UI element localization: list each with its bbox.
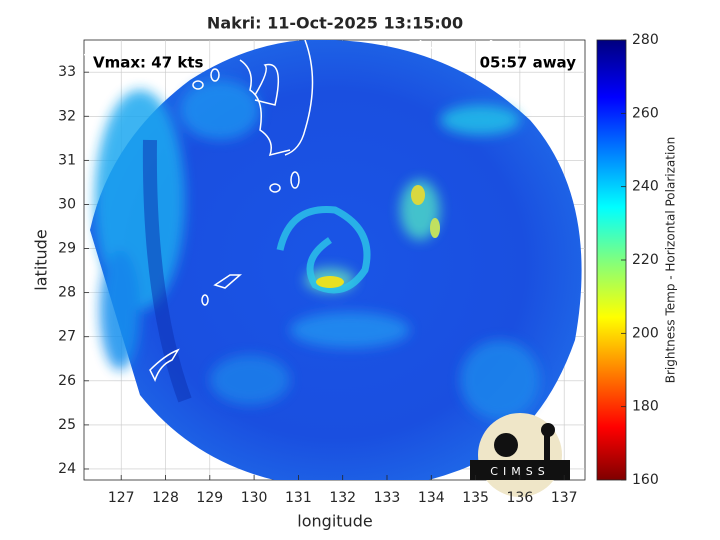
colorbar-tick-label: 160 [632,472,659,488]
cimss-logo: CIMSS [470,413,570,497]
x-tick-label: 133 [374,490,401,506]
x-tick-label: 134 [418,490,445,506]
x-tick-label: 127 [108,490,135,506]
colorbar-tick-label: 260 [632,105,659,121]
x-tick-label: 132 [329,490,356,506]
y-tick-label: 24 [58,461,76,477]
y-tick-label: 30 [58,196,76,212]
colorbar-tick-label: 240 [632,179,659,195]
y-tick-label: 26 [58,373,76,389]
x-tick-label: 136 [507,490,534,506]
y-tick-label: 27 [58,329,76,345]
colorbar-tick-label: 200 [632,325,659,341]
y-tick-label: 33 [58,64,76,80]
colorbar-label: Brightness Temp - Horizontal Polarizatio… [664,137,678,384]
colorbar-tick-label: 220 [632,252,659,268]
y-tick-label: 32 [58,108,76,124]
y-axis-label: latitude [32,229,51,290]
y-tick-label: 29 [58,241,76,257]
x-tick-label: 129 [196,490,223,506]
x-tick-label: 131 [285,490,312,506]
x-axis-label: longitude [297,512,372,531]
x-tick-label: 130 [241,490,268,506]
x-tick-label: 128 [152,490,179,506]
vmax-label: Vmax: 47 kts [93,54,203,72]
colorbar-tick-label: 180 [632,399,659,415]
colorbar-tick-label: 280 [632,32,659,48]
x-tick-label: 135 [462,490,489,506]
title: Nakri: 11-Oct-2025 13:15:00 [207,14,463,33]
logo-text: CIMSS [490,465,549,478]
y-tick-label: 28 [58,285,76,301]
x-tick-label: 137 [551,490,578,506]
time-away-label: 05:57 away [480,54,577,72]
y-tick-label: 25 [58,417,76,433]
y-tick-label: 31 [58,152,76,168]
satellite-image [84,40,582,480]
